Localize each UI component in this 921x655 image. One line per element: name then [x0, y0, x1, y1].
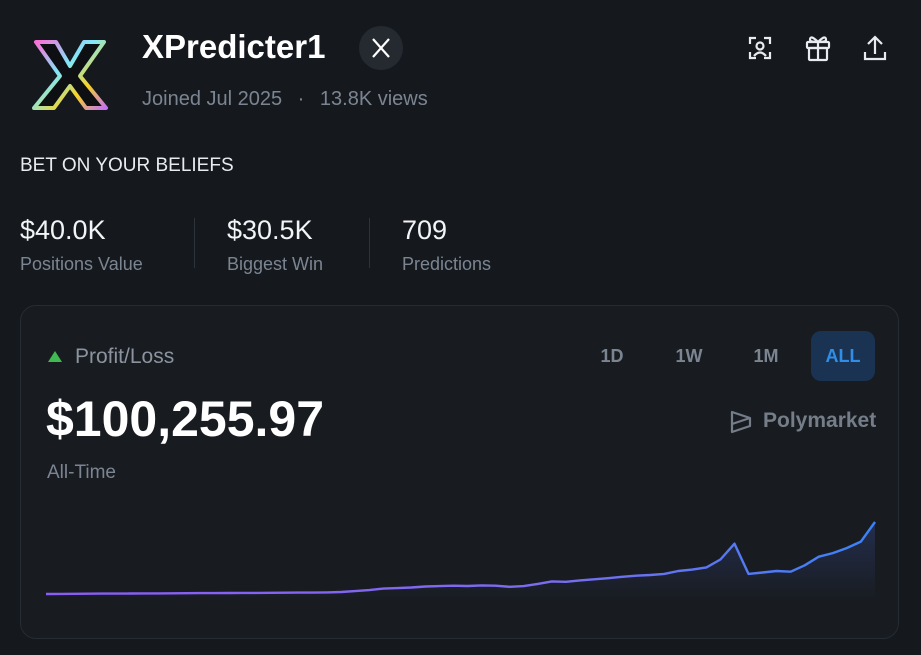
joined: Joined Jul 2025	[142, 88, 283, 110]
stat-value: $30.5K	[227, 215, 313, 245]
range-button[interactable]: ALL	[811, 331, 875, 381]
share-icon[interactable]	[863, 35, 887, 61]
up-indicator	[48, 351, 62, 362]
stat-value: $40.0K	[20, 215, 106, 245]
bio: BET ON YOUR BELIEFS	[20, 155, 234, 176]
username: XPredicter1	[142, 28, 326, 65]
separator: ·	[297, 88, 305, 110]
scan-icon[interactable]	[748, 36, 772, 60]
profile-meta: Joined Jul 2025 · 13.8K views	[142, 88, 428, 111]
range-button[interactable]: 1D	[600, 346, 624, 366]
views: 13.8K views	[319, 88, 428, 110]
stat-value: 709	[402, 215, 448, 245]
gift-icon[interactable]	[805, 36, 831, 62]
range-button[interactable]: 1W	[675, 346, 703, 366]
pnl-value: $100,255.97	[46, 391, 325, 447]
range-button[interactable]: 1M	[753, 346, 779, 366]
pnl-label: Profit/Loss	[75, 345, 175, 368]
stat-label: Biggest Win	[227, 254, 324, 274]
pnl-area	[46, 522, 875, 600]
divider	[369, 218, 370, 268]
divider	[194, 218, 195, 268]
avatar[interactable]	[32, 40, 108, 110]
stat-label: Positions Value	[20, 254, 143, 274]
x-link[interactable]	[359, 26, 403, 70]
polymarket-logo	[730, 410, 752, 434]
stat-label: Predictions	[402, 254, 492, 274]
brand: Polymarket	[763, 409, 877, 432]
pnl-line	[45, 521, 876, 596]
period: All-Time	[47, 462, 116, 483]
